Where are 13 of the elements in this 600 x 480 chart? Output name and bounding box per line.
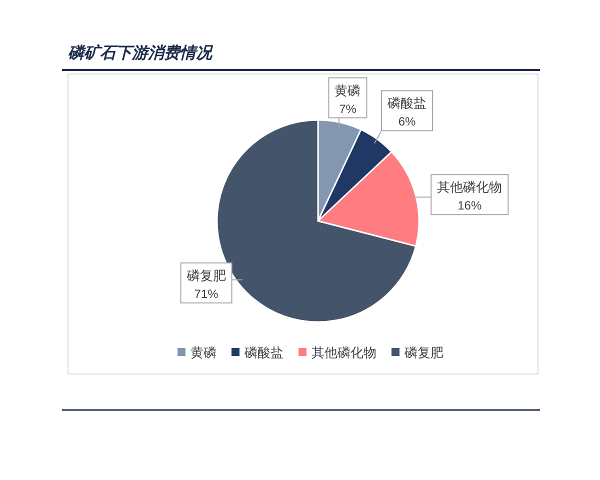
legend-label: 磷复肥 [404, 345, 444, 360]
chart-title: 磷矿石下游消费情况 [68, 44, 214, 62]
slice-label: 磷酸盐 [386, 96, 427, 111]
data-label: 16% [458, 198, 482, 213]
slice-label: 黄磷 [334, 82, 361, 98]
legend-label: 其他磷化物 [312, 345, 376, 360]
legend-label: 磷酸盐 [244, 345, 284, 360]
slice-label: 磷复肥 [186, 268, 226, 283]
slice-label: 其他磷化物 [437, 180, 502, 195]
legend-label: 黄磷 [190, 345, 216, 360]
data-label: 71% [194, 286, 219, 301]
data-label: 7% [339, 102, 357, 116]
data-label: 6% [398, 114, 416, 129]
